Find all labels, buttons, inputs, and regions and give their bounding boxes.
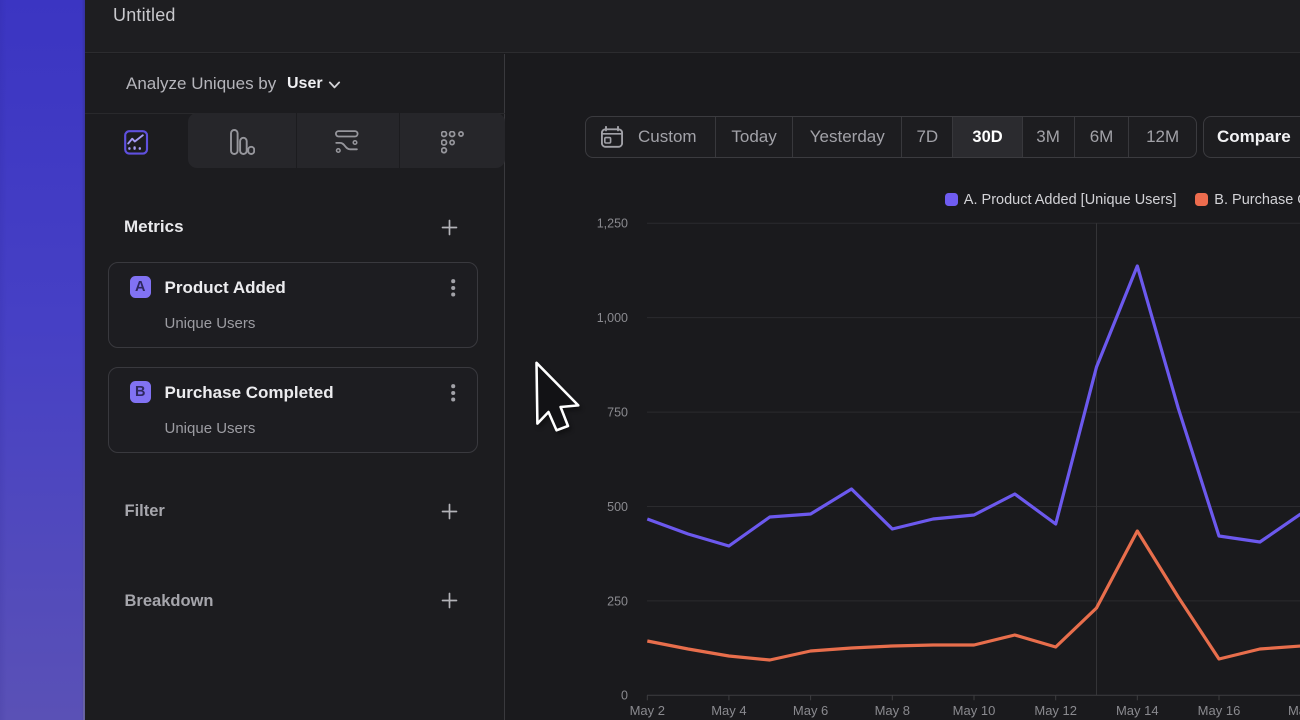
svg-text:May 16: May 16 — [1198, 703, 1241, 718]
svg-text:1,250: 1,250 — [597, 217, 628, 231]
svg-text:May 8: May 8 — [875, 703, 910, 718]
svg-text:May 12: May 12 — [1034, 703, 1077, 718]
svg-text:May 6: May 6 — [793, 703, 828, 718]
svg-text:1,000: 1,000 — [597, 311, 628, 325]
svg-text:Ma: Ma — [1288, 703, 1300, 718]
svg-text:250: 250 — [607, 594, 628, 608]
svg-text:750: 750 — [607, 406, 628, 420]
svg-text:May 2: May 2 — [630, 703, 665, 718]
svg-text:May 4: May 4 — [711, 703, 746, 718]
svg-text:0: 0 — [621, 689, 628, 703]
svg-text:May 10: May 10 — [953, 703, 996, 718]
svg-text:May 14: May 14 — [1116, 703, 1159, 718]
svg-text:500: 500 — [607, 500, 628, 514]
